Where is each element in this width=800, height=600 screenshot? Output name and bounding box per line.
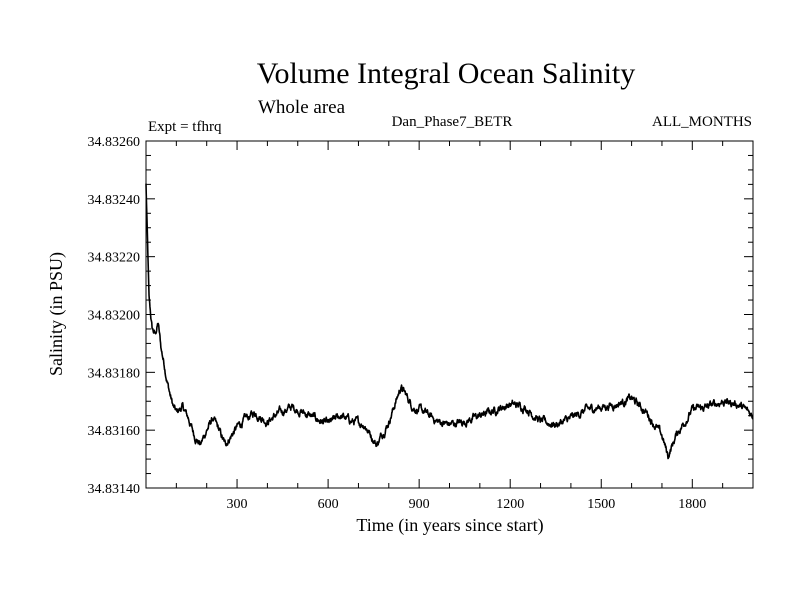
x-tick-label: 1800: [678, 497, 706, 512]
y-tick-label: 34.83240: [88, 193, 141, 208]
x-tick-label: 600: [318, 497, 339, 512]
y-axis: 34.83140 34.83160 34.83180 34.83200 34.83220…: [88, 135, 753, 497]
y-tick-label: 34.83200: [88, 309, 141, 324]
x-tick-label: 1500: [587, 497, 615, 512]
salinity-series-line: [145, 183, 754, 460]
y-tick-label: 34.83180: [88, 366, 141, 381]
run-name-label: Dan_Phase7_BETR: [392, 114, 513, 130]
y-axis-label: Salinity (in PSU): [46, 252, 67, 376]
chart-title: Volume Integral Ocean Salinity: [257, 57, 636, 90]
chart-subtitle: Whole area: [258, 97, 346, 118]
season-label: ALL_MONTHS: [652, 114, 752, 130]
y-tick-label: 34.83160: [88, 424, 141, 439]
x-tick-label: 900: [409, 497, 430, 512]
x-tick-label: 300: [227, 497, 248, 512]
x-axis-label: Time (in years since start): [356, 515, 543, 536]
x-axis: 300 600 900 1200 1500 1800: [145, 141, 754, 512]
y-tick-label: 34.83220: [88, 251, 141, 266]
y-tick-label: 34.83260: [88, 135, 141, 150]
y-tick-label: 34.83140: [88, 482, 141, 497]
experiment-label: Expt = tfhrq: [148, 119, 222, 135]
x-tick-label: 1200: [496, 497, 524, 512]
